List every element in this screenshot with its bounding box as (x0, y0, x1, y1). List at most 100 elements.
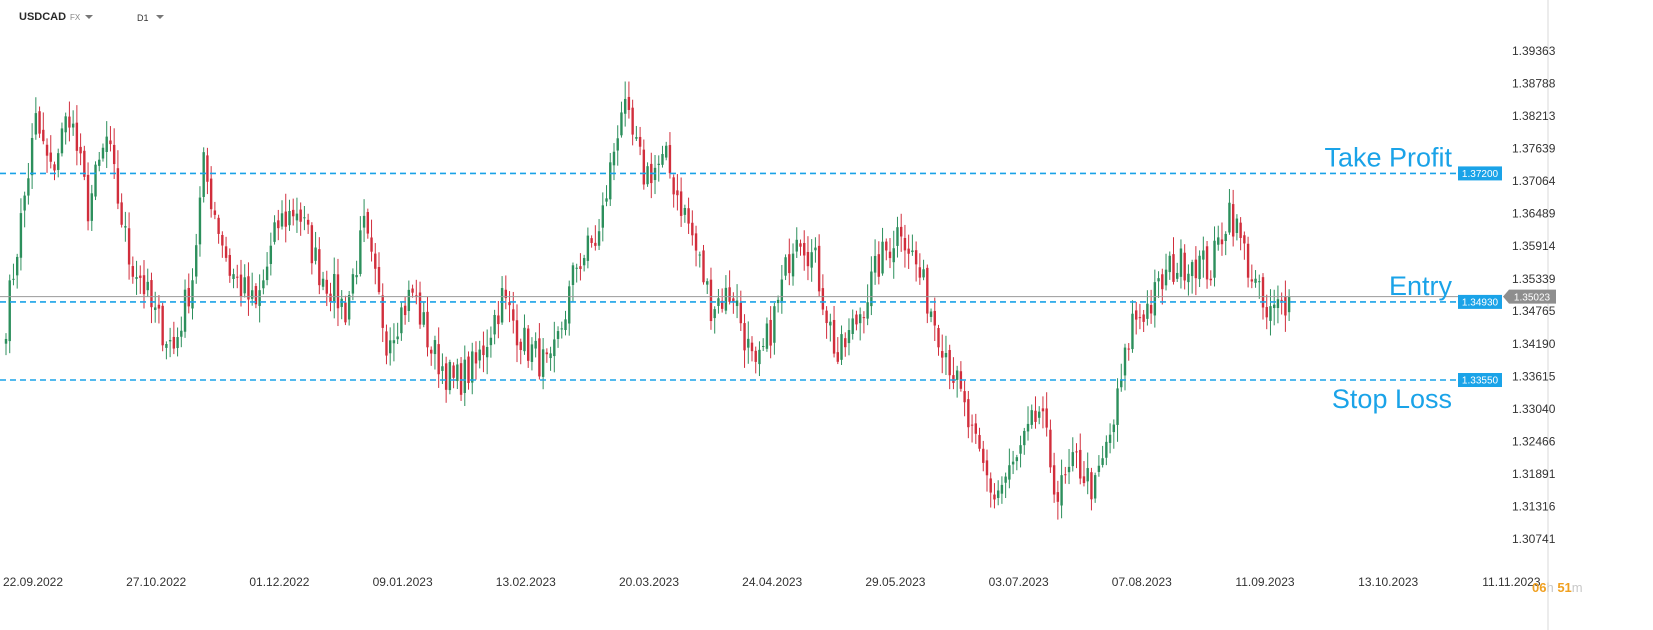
candle (474, 341, 478, 380)
candle-body (441, 366, 444, 371)
candle (515, 304, 519, 363)
candle-body (262, 280, 265, 289)
candle (974, 413, 977, 444)
candle (601, 192, 604, 242)
candle-body (605, 198, 608, 202)
price-axis: 1.39363 1.38788 1.38213 1.37639 1.37064 1.364… (1503, 44, 1556, 546)
y-tick-label: 1.33040 (1512, 402, 1556, 416)
candle-body (534, 340, 537, 349)
candle-body (1287, 296, 1291, 313)
candle-body (448, 361, 452, 391)
candle-body (586, 235, 590, 261)
candle-body (963, 391, 966, 403)
candle-body (996, 490, 1000, 498)
candle-body (527, 328, 530, 361)
candle-body (855, 314, 858, 325)
candle (157, 295, 161, 324)
stop-loss-price-tag-text: 1.33550 (1462, 376, 1499, 387)
timer-minutes: 51 (1557, 580, 1572, 595)
symbol-selector[interactable]: USDCAD (19, 11, 67, 23)
candle-body (929, 311, 933, 317)
candle-body (631, 107, 634, 135)
candle-body (325, 279, 328, 294)
candle-body (131, 266, 135, 277)
candle-body (713, 309, 716, 319)
candle-body (1231, 204, 1235, 237)
candle (1164, 253, 1168, 291)
candle (38, 106, 41, 138)
candles-group (4, 81, 1291, 520)
candle-body (571, 265, 575, 286)
candle (1217, 225, 1220, 251)
candle (1101, 445, 1104, 468)
candle-body (769, 319, 772, 346)
candle (743, 314, 746, 368)
candle (519, 338, 522, 365)
candle-body (955, 370, 959, 380)
candle (60, 122, 64, 157)
candle-body (538, 338, 541, 377)
candle (795, 227, 798, 258)
x-tick-label: 22.09.2022 (3, 575, 63, 589)
candle (1265, 294, 1268, 330)
timeframe-selector[interactable]: D1 (137, 13, 149, 23)
candle-body (351, 274, 355, 294)
candle-body (646, 166, 649, 185)
candle-body (791, 253, 795, 277)
candle-body (202, 152, 205, 197)
candle-body (732, 298, 735, 303)
candle-body (101, 147, 105, 159)
candle (426, 296, 429, 357)
candle-body (4, 338, 8, 344)
candle (866, 284, 869, 326)
candle-body (127, 228, 131, 265)
candle (605, 185, 608, 207)
levels-group: Take Profit 1.37200 Entry 1.34930 Stop Loss 1… (0, 142, 1502, 414)
candle-body (594, 242, 597, 246)
candle (68, 101, 71, 142)
candle (269, 232, 273, 276)
symbol-dropdown-chevron-icon[interactable] (85, 15, 93, 19)
candle-body (948, 350, 951, 376)
candle-body (34, 113, 38, 135)
candle (1209, 270, 1212, 286)
candle-body (553, 339, 556, 357)
candle (754, 346, 757, 374)
y-tick-label: 1.31316 (1512, 499, 1556, 513)
candle (982, 440, 985, 472)
candle-body (239, 274, 243, 297)
candle (694, 225, 698, 267)
candle (150, 272, 153, 324)
candle (1034, 396, 1037, 429)
candle-body (150, 280, 153, 308)
candle (937, 324, 940, 356)
candle-body (1217, 237, 1220, 245)
candle-body (665, 145, 668, 158)
candle (620, 101, 623, 138)
candle (180, 316, 183, 348)
y-tick-label: 1.34765 (1512, 304, 1556, 318)
candle (4, 333, 8, 356)
candle (616, 125, 619, 166)
candle-body (116, 168, 120, 204)
candle (366, 208, 370, 239)
candle-body (295, 213, 299, 221)
candle-body (333, 274, 336, 302)
candle (929, 308, 933, 323)
candle-body (228, 254, 231, 276)
candle-body (698, 254, 701, 256)
candle (1269, 289, 1272, 336)
candle (452, 362, 455, 389)
candle (508, 291, 511, 323)
candle (873, 239, 877, 285)
candle (844, 332, 847, 357)
candle (900, 213, 903, 252)
candle-body (937, 328, 940, 348)
candle (702, 244, 705, 285)
candle (1276, 285, 1280, 324)
timeframe-dropdown-chevron-icon[interactable] (156, 15, 164, 19)
candle-body (1127, 348, 1130, 350)
candle-body (1168, 255, 1171, 273)
candle-countdown-timer: 06h 51m (1532, 580, 1583, 595)
